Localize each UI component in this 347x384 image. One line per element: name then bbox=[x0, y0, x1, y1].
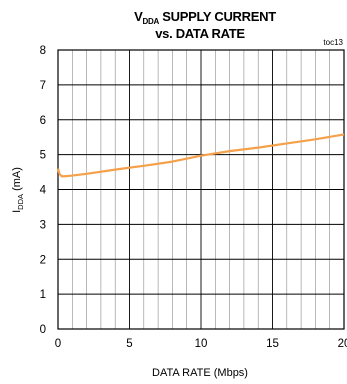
x-tick-label: 0 bbox=[55, 338, 61, 350]
series-line bbox=[56, 133, 345, 178]
title-main: V bbox=[134, 9, 143, 24]
y-tick-label: 5 bbox=[40, 150, 46, 162]
y-tick-label: 8 bbox=[40, 45, 46, 57]
y-axis-label: IDDA (mA) bbox=[11, 167, 25, 213]
chart-title-line1: VDDA SUPPLY CURRENT bbox=[134, 9, 276, 26]
ylabel-subscript: DDA bbox=[16, 194, 25, 210]
tick-labels: 0 5 10 15 20 0 1 2 3 4 5 6 7 8 bbox=[40, 45, 347, 350]
y-tick-label: 0 bbox=[40, 324, 46, 336]
y-tick-label: 1 bbox=[40, 289, 46, 301]
grid bbox=[57, 49, 345, 330]
y-tick-label: 6 bbox=[40, 115, 46, 127]
title-subscript: DDA bbox=[143, 17, 160, 26]
ylabel-main: I bbox=[11, 210, 23, 213]
y-tick-label: 2 bbox=[40, 254, 46, 266]
ylabel-rest: (mA) bbox=[11, 167, 23, 194]
x-tick-label: 10 bbox=[195, 338, 208, 350]
x-tick-label: 15 bbox=[266, 338, 279, 350]
series-lines bbox=[56, 133, 345, 178]
plot-frame bbox=[57, 49, 345, 330]
y-tick-label: 7 bbox=[40, 80, 46, 92]
x-tick-label: 5 bbox=[126, 338, 132, 350]
y-tick-label: 4 bbox=[40, 185, 47, 197]
x-axis-label: DATA RATE (Mbps) bbox=[152, 367, 248, 379]
x-tick-label: 20 bbox=[338, 338, 347, 350]
chart-note: toc13 bbox=[323, 38, 343, 47]
chart-title-line2: vs. DATA RATE bbox=[155, 26, 245, 41]
y-tick-label: 3 bbox=[40, 219, 46, 231]
title-rest: SUPPLY CURRENT bbox=[159, 9, 276, 24]
